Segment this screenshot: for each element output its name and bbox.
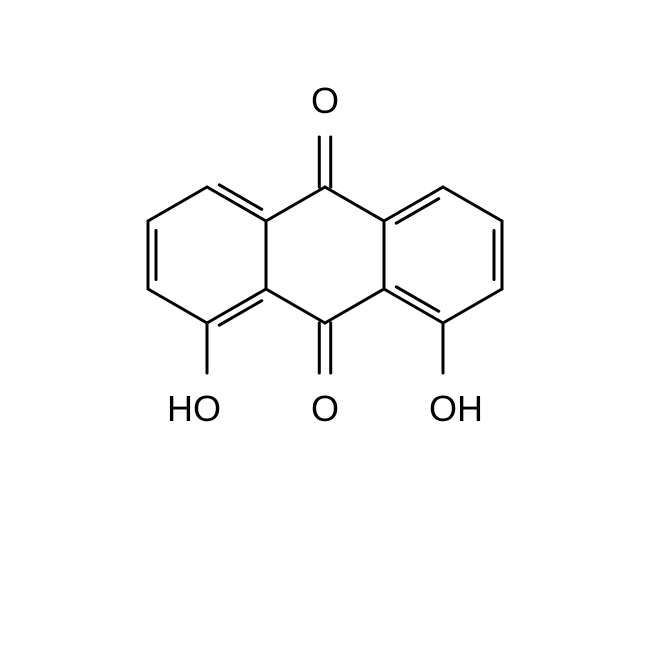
atom-label: O	[311, 388, 339, 429]
atom-label: O	[311, 80, 339, 121]
atom-label: HO	[167, 388, 221, 429]
chemical-structure-diagram: O O HO OH	[0, 0, 650, 650]
atom-label: OH	[429, 388, 483, 429]
